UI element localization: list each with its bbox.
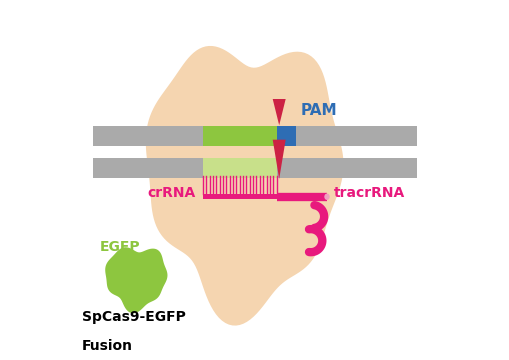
Text: SpCas9-EGFP: SpCas9-EGFP <box>82 310 186 324</box>
Polygon shape <box>272 99 285 125</box>
Bar <box>93 126 416 146</box>
Bar <box>203 126 276 146</box>
Bar <box>93 158 416 178</box>
Polygon shape <box>146 46 343 325</box>
Text: PAM: PAM <box>300 103 336 118</box>
Bar <box>203 194 276 199</box>
Text: Fusion: Fusion <box>82 339 133 353</box>
Text: EGFP: EGFP <box>100 240 140 253</box>
Polygon shape <box>272 140 285 179</box>
Bar <box>203 158 276 178</box>
Polygon shape <box>105 247 167 313</box>
Text: crRNA: crRNA <box>147 186 195 200</box>
Text: tracrRNA: tracrRNA <box>333 186 405 200</box>
Ellipse shape <box>324 194 329 200</box>
Bar <box>277 126 295 146</box>
